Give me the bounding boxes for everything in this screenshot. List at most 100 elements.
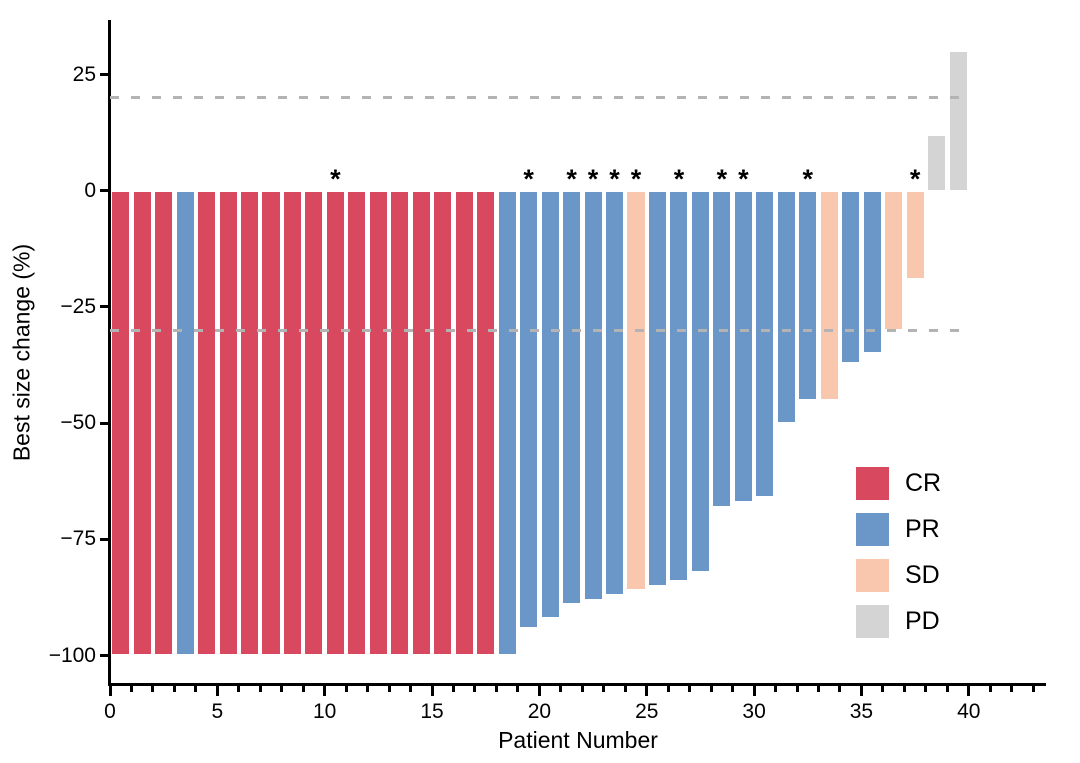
patient-bar	[111, 190, 131, 656]
x-tick-mark-minor	[559, 686, 563, 692]
legend-row: PD	[856, 605, 941, 638]
patient-bar	[927, 134, 947, 191]
patient-bar	[712, 190, 732, 507]
x-tick-mark-minor	[731, 686, 735, 692]
patient-bar	[218, 190, 238, 656]
x-tick-mark-major	[752, 686, 756, 696]
legend-swatch	[856, 605, 889, 638]
y-tick-label: −75	[60, 527, 96, 551]
x-tick-mark-minor	[473, 686, 477, 692]
y-tick-label: −50	[60, 411, 96, 435]
x-tick-mark-minor	[1031, 686, 1035, 692]
patient-bar	[755, 190, 775, 498]
patient-bar	[476, 190, 496, 656]
x-tick-mark-minor	[902, 686, 906, 692]
x-axis-title: Patient Number	[498, 727, 658, 753]
x-tick-mark-major	[323, 686, 327, 696]
x-tick-mark-minor	[151, 686, 155, 692]
x-tick-mark-minor	[494, 686, 498, 692]
legend: CR PR SD PD	[856, 467, 941, 651]
reference-line	[110, 328, 969, 332]
legend-label: PD	[905, 607, 940, 635]
patient-bar	[905, 190, 925, 279]
x-tick-mark-major	[967, 686, 971, 696]
y-tick-mark	[100, 654, 108, 657]
patient-bar	[197, 190, 217, 656]
x-tick-mark-major	[537, 686, 541, 696]
asterisk-marker: *	[609, 163, 620, 194]
x-tick-mark-minor	[258, 686, 262, 692]
x-tick-mark-major	[108, 686, 112, 696]
x-tick-label: 40	[957, 700, 981, 723]
y-tick-mark	[100, 189, 108, 193]
x-tick-mark-minor	[1010, 686, 1014, 692]
x-tick-mark-minor	[409, 686, 413, 692]
patient-bar	[562, 190, 582, 605]
y-tick-label: −25	[60, 294, 96, 318]
patient-bar	[411, 190, 431, 656]
x-tick-mark-minor	[688, 686, 692, 692]
patient-bar	[862, 190, 882, 354]
x-tick-mark-minor	[795, 686, 799, 692]
y-tick-label: 0	[84, 178, 96, 202]
asterisk-marker: *	[909, 163, 921, 194]
patient-bar	[690, 190, 710, 572]
asterisk-marker: *	[802, 163, 814, 194]
patient-bar	[390, 190, 410, 656]
x-tick-mark-minor	[924, 686, 928, 692]
patient-bar	[154, 190, 174, 656]
patient-bar	[175, 190, 195, 656]
x-tick-mark-minor	[988, 686, 992, 692]
asterisk-marker: *	[566, 163, 577, 194]
x-axis-line	[108, 683, 1046, 686]
patient-bar	[454, 190, 474, 656]
x-tick-mark-minor	[194, 686, 198, 692]
x-tick-label: 5	[211, 700, 224, 723]
x-tick-mark-minor	[623, 686, 627, 692]
legend-swatch	[856, 513, 889, 546]
patient-bar	[519, 190, 539, 628]
patient-bar	[948, 51, 968, 191]
asterisk-marker: *	[330, 163, 341, 194]
y-tick-label: 25	[72, 62, 96, 86]
patient-bar	[497, 190, 517, 656]
patient-bar	[605, 190, 625, 596]
y-tick-label: −100	[48, 643, 96, 667]
x-tick-mark-minor	[366, 686, 370, 692]
patient-bar	[583, 190, 603, 600]
patient-bar	[647, 190, 667, 586]
x-tick-mark-minor	[301, 686, 305, 692]
y-tick-mark	[100, 421, 108, 425]
legend-label: PR	[905, 515, 940, 543]
x-tick-mark-minor	[172, 686, 176, 692]
patient-bar	[325, 190, 345, 656]
x-tick-mark-major	[215, 686, 219, 696]
x-tick-mark-minor	[580, 686, 584, 692]
x-tick-mark-minor	[387, 686, 391, 692]
x-tick-mark-minor	[666, 686, 670, 692]
legend-row: SD	[856, 559, 941, 592]
asterisk-marker: *	[716, 163, 728, 194]
patient-bar	[304, 190, 324, 656]
patient-bar	[733, 190, 753, 503]
x-tick-label: 25	[635, 700, 659, 723]
patient-bar	[540, 190, 560, 619]
y-tick-mark	[100, 73, 108, 76]
legend-row: CR	[856, 467, 941, 500]
asterisk-marker: *	[630, 163, 642, 194]
y-axis-line	[108, 20, 111, 686]
x-tick-mark-minor	[344, 686, 348, 692]
asterisk-marker: *	[587, 163, 599, 194]
x-tick-mark-minor	[280, 686, 284, 692]
y-tick-mark	[100, 537, 108, 541]
patient-bar	[282, 190, 303, 656]
patient-bar	[669, 190, 689, 582]
patient-bar	[819, 190, 839, 400]
legend-swatch	[856, 559, 889, 592]
legend-label: CR	[905, 469, 942, 497]
x-tick-mark-minor	[945, 686, 949, 692]
x-tick-label: 35	[849, 700, 874, 723]
legend-row: PR	[856, 513, 941, 546]
x-tick-mark-minor	[129, 686, 133, 692]
